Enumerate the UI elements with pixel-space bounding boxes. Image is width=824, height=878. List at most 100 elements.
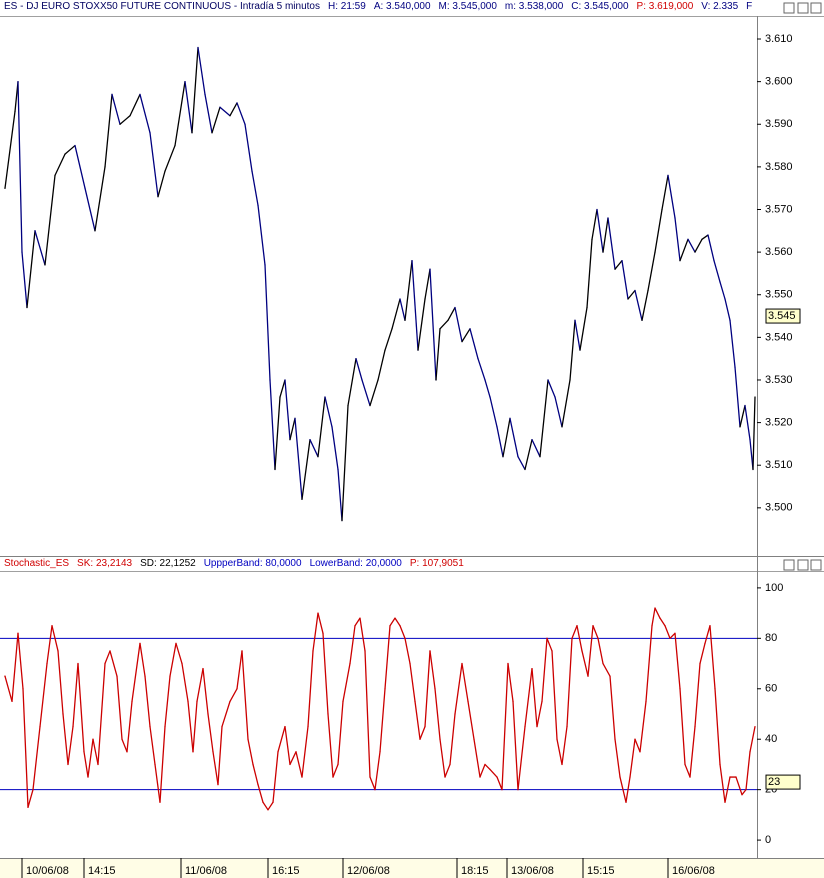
line-segment <box>97 662 106 766</box>
line-segment <box>104 93 113 168</box>
x-tick-label: 13/06/08 <box>511 865 554 877</box>
line-segment <box>561 379 571 428</box>
line-segment <box>384 328 393 351</box>
line-segment <box>277 725 286 753</box>
line-segment <box>701 234 709 240</box>
line-segment <box>704 625 711 645</box>
line-segment <box>597 637 604 665</box>
line-segment <box>461 662 469 703</box>
line-segment <box>337 700 344 766</box>
line-segment <box>524 438 533 471</box>
line-segment <box>174 80 186 147</box>
line-segment <box>619 776 627 803</box>
line-segment <box>197 46 206 96</box>
x-tick-label: 18:15 <box>461 865 489 877</box>
header-item: m: 3.538,000 <box>504 1 564 12</box>
line-segment <box>699 642 706 665</box>
line-segment <box>202 667 209 715</box>
line-segment <box>424 268 431 300</box>
line-segment <box>694 662 701 728</box>
line-segment <box>109 650 118 677</box>
line-segment <box>272 751 279 803</box>
line-segment <box>444 763 451 778</box>
line-segment <box>219 106 231 117</box>
line-segment <box>531 438 541 458</box>
line-segment <box>454 662 463 715</box>
line-segment <box>404 637 411 665</box>
close-button[interactable] <box>810 559 822 571</box>
line-segment <box>289 751 297 766</box>
line-segment <box>244 123 253 172</box>
minimize-button[interactable] <box>783 559 795 571</box>
line-segment <box>556 738 563 766</box>
header-item: C: 3.545,000 <box>571 1 629 12</box>
line-segment <box>467 700 475 740</box>
line-segment <box>429 268 437 381</box>
line-segment <box>399 625 406 639</box>
line-segment <box>647 251 656 292</box>
line-segment <box>694 238 703 253</box>
line-segment <box>641 289 649 321</box>
line-segment <box>139 93 151 134</box>
line-segment <box>752 396 756 471</box>
line-segment <box>689 725 696 778</box>
line-segment <box>264 264 271 381</box>
line-segment <box>679 688 686 766</box>
line-segment <box>576 625 583 652</box>
line-segment <box>607 217 616 270</box>
line-segment <box>317 612 324 634</box>
maximize-button[interactable] <box>797 559 809 571</box>
line-segment <box>369 776 376 791</box>
line-segment <box>149 725 156 766</box>
y-tick-label: 3.520 <box>765 417 793 429</box>
line-segment <box>159 725 166 803</box>
line-segment <box>651 607 656 627</box>
line-segment <box>479 763 486 778</box>
line-segment <box>204 93 213 134</box>
line-segment <box>591 208 598 240</box>
line-segment <box>111 93 121 125</box>
line-segment <box>129 93 141 117</box>
line-segment <box>661 174 669 211</box>
header-item: V: 2.335 <box>701 1 739 12</box>
line-segment <box>257 204 266 266</box>
line-segment <box>629 738 636 778</box>
line-segment <box>301 725 309 778</box>
line-segment <box>57 650 64 715</box>
y-tick-label: 3.550 <box>765 289 793 301</box>
line-segment <box>454 306 463 343</box>
line-segment <box>51 625 59 652</box>
line-segment <box>424 650 431 728</box>
line-segment <box>279 379 286 398</box>
line-segment <box>309 438 319 458</box>
line-segment <box>252 763 259 786</box>
minimize-button[interactable] <box>783 2 795 14</box>
last-value-label: 3.545 <box>768 310 796 322</box>
line-segment <box>144 675 151 728</box>
line-segment <box>54 153 66 177</box>
line-segment <box>654 208 663 253</box>
indicator-header: Stochastic_ES SK: 23,2143 SD: 22,1252 Upppe… <box>4 558 472 569</box>
line-segment <box>679 238 689 262</box>
line-segment <box>312 612 319 652</box>
line-segment <box>473 738 481 778</box>
line-segment <box>414 700 421 740</box>
close-button[interactable] <box>810 2 822 14</box>
line-segment <box>236 650 243 690</box>
line-segment <box>614 259 623 270</box>
y-tick-label: 3.610 <box>765 33 793 45</box>
line-segment <box>586 238 593 309</box>
line-segment <box>546 637 553 652</box>
x-tick-label: 11/06/08 <box>185 865 227 877</box>
line-segment <box>625 776 631 803</box>
x-tick-label: 15:15 <box>587 865 615 877</box>
line-segment <box>714 688 721 766</box>
line-segment <box>489 768 498 778</box>
maximize-button[interactable] <box>797 2 809 14</box>
line-segment <box>257 783 264 803</box>
line-segment <box>295 751 303 778</box>
window-buttons[interactable] <box>783 2 822 571</box>
header-item: Stochastic_ES <box>4 558 70 569</box>
line-segment <box>411 259 419 351</box>
